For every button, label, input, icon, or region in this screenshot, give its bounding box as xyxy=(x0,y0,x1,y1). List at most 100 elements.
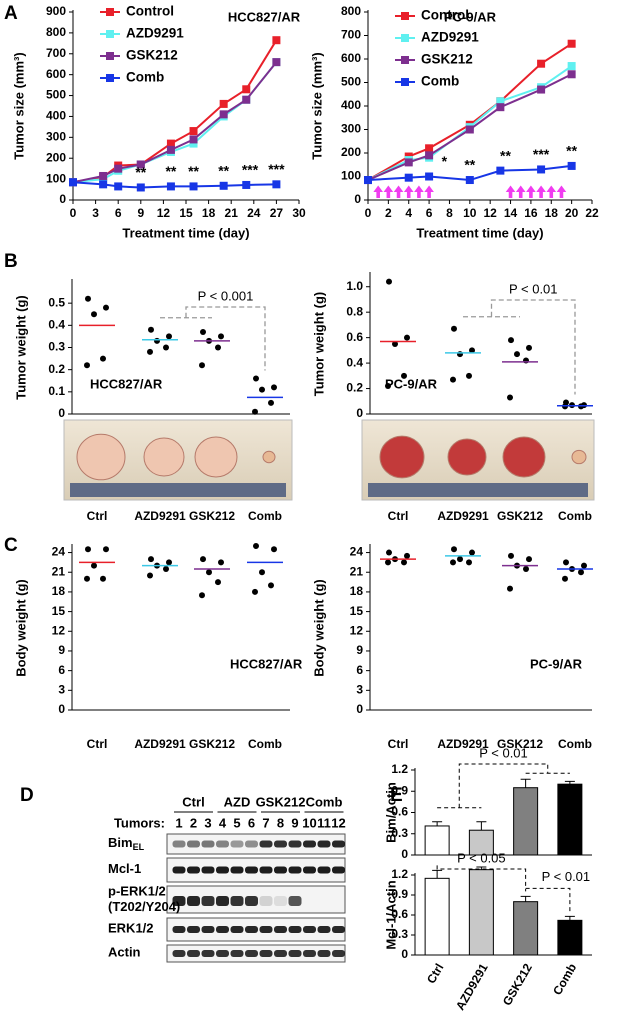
y-tick-label: 1.2 xyxy=(391,867,408,881)
band xyxy=(288,840,302,848)
bar xyxy=(557,783,583,856)
category-label: GSK212 xyxy=(497,737,543,751)
data-point xyxy=(103,304,109,311)
marker xyxy=(189,135,198,144)
y-tick-label: 0.3 xyxy=(391,927,408,941)
tumor xyxy=(379,435,425,479)
dosing-arrow xyxy=(383,185,394,198)
group-label: AZD xyxy=(224,794,251,809)
band xyxy=(201,896,215,906)
y-tick-label: 0.6 xyxy=(391,805,408,819)
legend-marker xyxy=(401,12,409,20)
y-tick-label: 500 xyxy=(341,75,361,89)
dosing-arrow xyxy=(505,185,516,198)
y-tick-label: 0.8 xyxy=(346,304,363,318)
legend-marker xyxy=(401,56,409,64)
band xyxy=(317,866,331,874)
y-tick-label: 21 xyxy=(52,564,66,578)
y-axis-label: Bim/Actin xyxy=(383,782,398,843)
error-bar xyxy=(564,780,575,785)
band xyxy=(187,896,200,906)
category-label: GSK212 xyxy=(189,509,235,523)
band xyxy=(187,926,200,933)
dosing-arrow xyxy=(373,185,383,198)
band xyxy=(259,866,273,874)
band xyxy=(172,840,186,848)
legend-label: AZD9291 xyxy=(126,26,184,41)
data-point xyxy=(259,386,265,393)
row-label-sub: EL xyxy=(133,842,145,852)
category-label: Comb xyxy=(550,961,579,997)
marker xyxy=(496,103,505,112)
legend-marker xyxy=(106,52,114,60)
lane-number: 5 xyxy=(233,815,240,830)
band xyxy=(187,840,200,848)
data-point xyxy=(147,572,153,579)
band xyxy=(274,840,287,848)
marker xyxy=(425,144,434,153)
data-point xyxy=(450,376,456,383)
data-point xyxy=(253,543,259,549)
dosing-arrow xyxy=(536,185,546,198)
data-point xyxy=(451,546,457,553)
x-tick-label: 4 xyxy=(405,206,412,220)
band xyxy=(317,840,331,848)
y-tick-label: 0.3 xyxy=(391,826,408,840)
band xyxy=(288,866,302,874)
tumor xyxy=(502,436,546,478)
bar xyxy=(424,877,450,956)
data-point xyxy=(386,549,392,556)
row-label: BimEL xyxy=(108,835,145,852)
dosing-arrow xyxy=(556,185,567,198)
band xyxy=(245,896,258,906)
y-tick-label: 900 xyxy=(46,4,66,18)
p-value: P < 0.01 xyxy=(509,281,558,296)
marker xyxy=(537,165,546,174)
marker xyxy=(219,110,228,119)
error-bar xyxy=(476,866,487,870)
category-label: Comb xyxy=(558,509,592,523)
x-tick-label: 16 xyxy=(524,206,538,220)
y-axis-label: Tumor size (mm³) xyxy=(309,52,324,159)
marker xyxy=(114,164,123,173)
band xyxy=(332,926,345,933)
marker xyxy=(166,182,175,191)
band xyxy=(245,866,258,874)
significance: ** xyxy=(464,157,475,173)
band xyxy=(230,866,244,874)
y-tick-label: 15 xyxy=(350,604,364,618)
data-point xyxy=(401,372,407,379)
y-tick-label: 700 xyxy=(46,46,66,60)
band xyxy=(317,950,331,957)
y-tick-label: 600 xyxy=(341,51,361,65)
marker xyxy=(189,127,198,136)
category-label: GSK212 xyxy=(497,509,543,523)
y-axis-label: Tumor weight (g) xyxy=(13,295,28,399)
data-point xyxy=(215,579,221,586)
band xyxy=(216,840,229,848)
y-tick-label: 18 xyxy=(52,584,66,598)
band xyxy=(230,950,244,957)
group-label: GSK212 xyxy=(256,794,306,809)
y-tick-label: 400 xyxy=(341,98,361,112)
data-point xyxy=(450,559,456,566)
y-tick-label: 0.4 xyxy=(346,355,363,369)
y-tick-label: 9 xyxy=(356,643,363,657)
bracket xyxy=(437,763,570,809)
legend-marker xyxy=(106,30,114,38)
legend-label: Comb xyxy=(421,74,459,89)
data-point xyxy=(200,556,206,563)
panel-letter: D xyxy=(20,785,34,806)
data-point xyxy=(268,582,274,589)
tumor xyxy=(447,438,487,476)
cell-line-label: HCC827/AR xyxy=(230,656,303,671)
bracket xyxy=(436,865,527,892)
data-point xyxy=(85,546,91,553)
row-label: ERK1/2 xyxy=(108,921,154,936)
legend-marker xyxy=(401,78,409,86)
tumor xyxy=(571,449,587,465)
p-value: P < 0.01 xyxy=(542,869,591,884)
category-label: Comb xyxy=(558,737,592,751)
category-label: AZD9291 xyxy=(134,737,186,751)
y-tick-label: 15 xyxy=(52,604,66,618)
